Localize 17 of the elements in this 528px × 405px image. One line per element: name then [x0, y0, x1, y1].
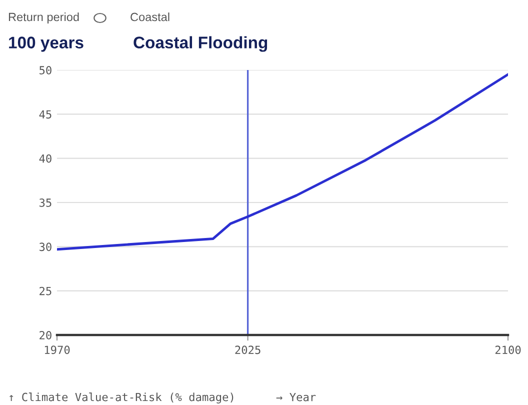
line-series: [57, 73, 508, 251]
x-tick-label: 2100: [495, 346, 521, 354]
y-tick-label: 25: [40, 286, 52, 296]
y-tick-label: 40: [39, 154, 52, 163]
y-tick-label: 30: [40, 242, 52, 252]
x-tick-label: 1970: [44, 346, 70, 354]
y-tick-label: 45: [39, 110, 52, 119]
text: Coastal: [130, 12, 170, 22]
y-tick-label: 50: [40, 66, 52, 74]
text: 100 years: [9, 36, 84, 52]
x-tick-label: 2025: [235, 346, 260, 354]
y-axis-title: ↑ Climate Value-at-Risk (% damage): [10, 392, 234, 404]
text: Coastal Flooding: [134, 36, 268, 52]
x-axis-title: → Year: [276, 392, 316, 402]
y-tick-label: 20: [40, 331, 52, 340]
y-tick-label: 35: [40, 198, 52, 207]
text: Return period: [8, 12, 79, 24]
